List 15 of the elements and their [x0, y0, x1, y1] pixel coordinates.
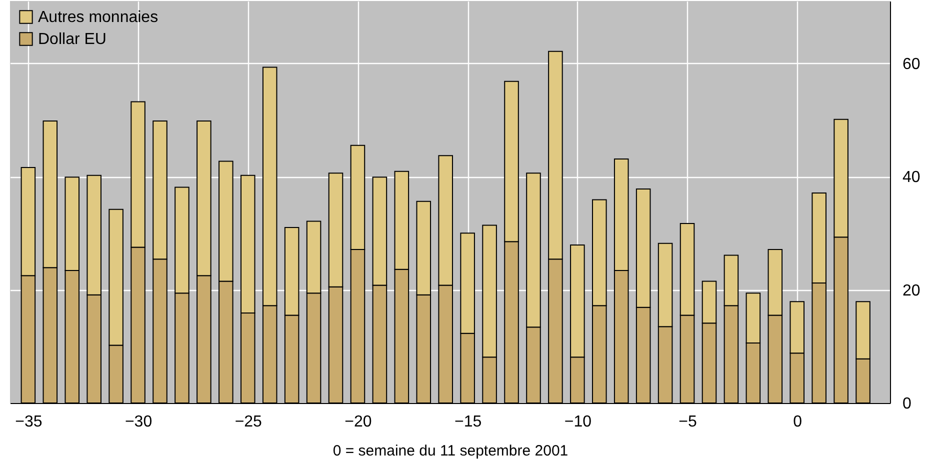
- x-tick-label: −20: [344, 414, 372, 430]
- x-tick-label: −25: [234, 414, 262, 430]
- x-tick-label: 0: [793, 414, 802, 430]
- y-tick-label: 40: [902, 169, 920, 186]
- legend-label: Autres monnaies: [38, 9, 158, 26]
- y-tick-label: 0: [902, 396, 912, 412]
- y-tick-label: 60: [902, 56, 920, 73]
- x-axis-title: 0 = semaine du 11 septembre 2001: [332, 442, 568, 460]
- y-tick-label: 20: [902, 282, 920, 300]
- x-tick-label: −30: [124, 414, 152, 430]
- x-tick-label: −15: [454, 414, 482, 430]
- legend-label: Dollar EU: [38, 31, 106, 48]
- x-tick-label: −10: [564, 414, 592, 430]
- x-tick-label: −5: [678, 414, 697, 430]
- x-tick-label: −35: [15, 414, 42, 430]
